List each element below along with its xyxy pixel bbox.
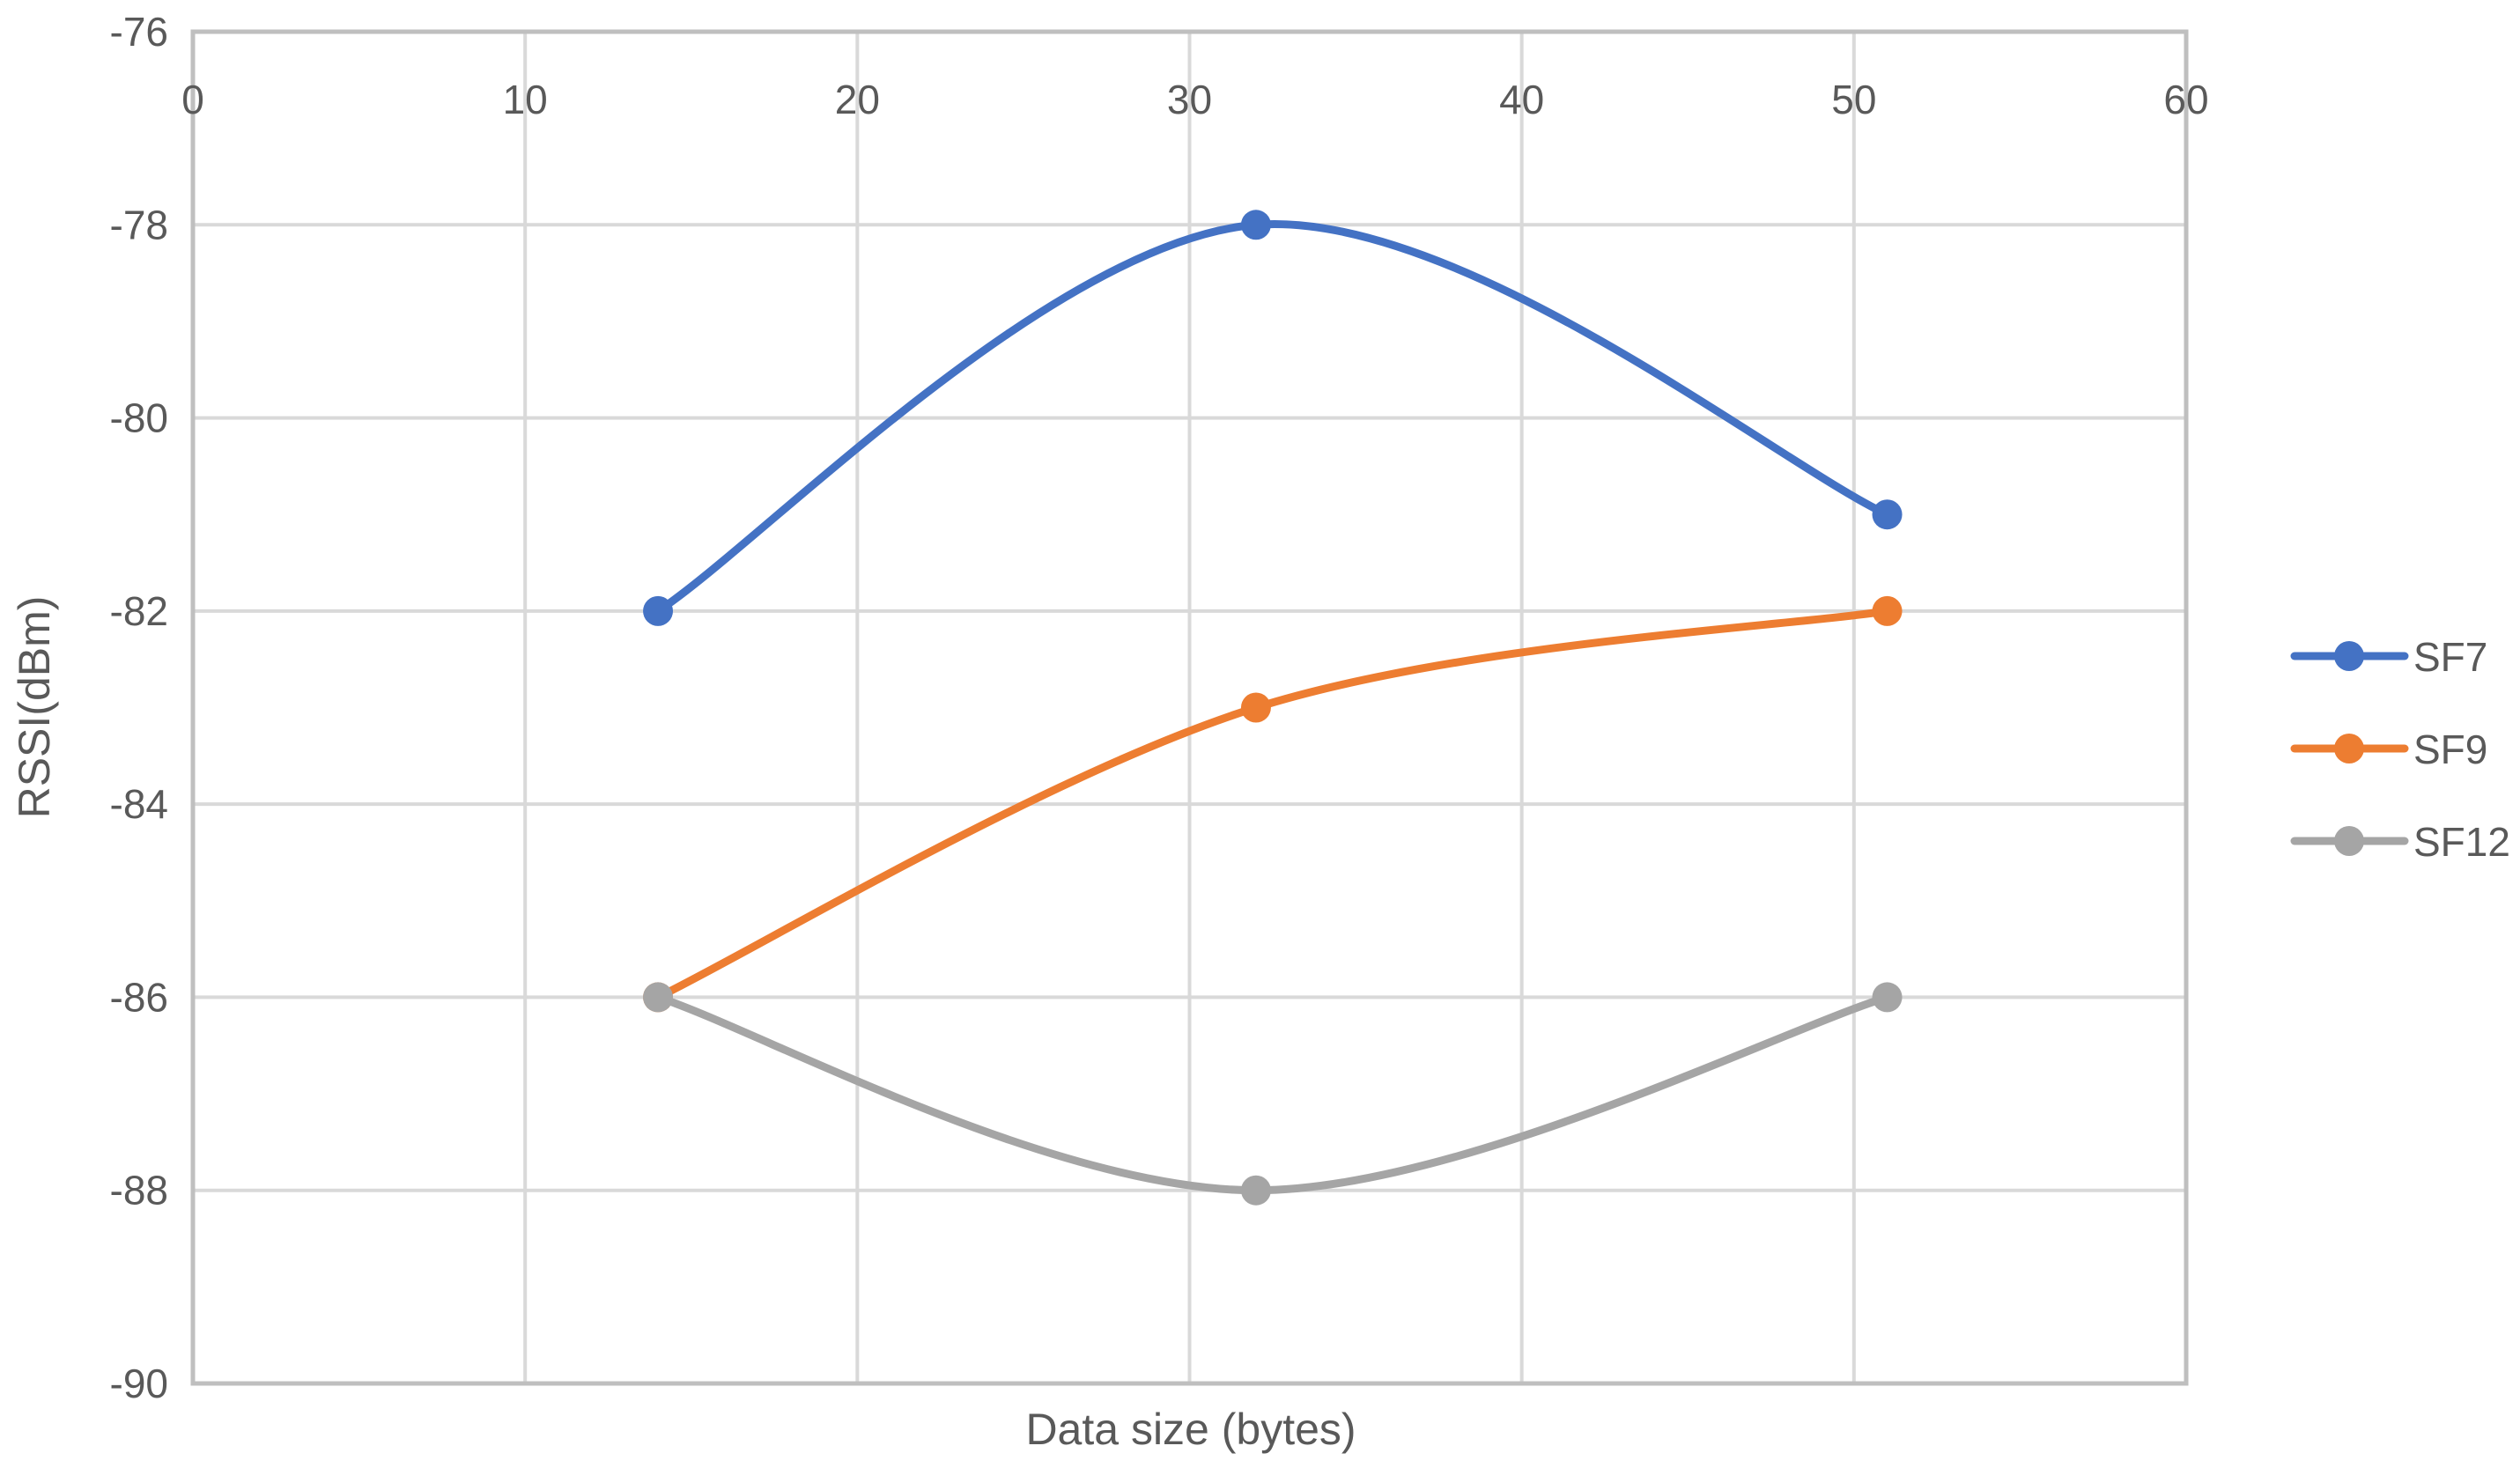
gridlines <box>193 32 2186 1383</box>
x-tick-label: 60 <box>2163 77 2208 122</box>
y-axis-ticks: -76 -78 -80 -82 -84 -86 -88 -90 <box>110 9 168 1406</box>
legend-item-sf12[interactable]: SF12 <box>2290 819 2510 865</box>
y-tick-label: -76 <box>110 9 168 55</box>
data-point-marker[interactable] <box>1872 499 1903 530</box>
x-axis-ticks: 0 10 20 30 40 50 60 <box>181 77 2208 122</box>
x-axis-title: Data size (bytes) <box>1025 1405 1356 1454</box>
x-tick-label: 30 <box>1167 77 1212 122</box>
y-tick-label: -82 <box>110 588 168 634</box>
data-point-marker[interactable] <box>643 982 674 1013</box>
x-tick-label: 0 <box>181 77 204 122</box>
legend-label-sf12: SF12 <box>2413 819 2510 865</box>
legend-swatch-sf7-marker <box>2334 641 2364 671</box>
y-tick-label: -80 <box>110 395 168 441</box>
legend-item-sf7[interactable]: SF7 <box>2290 634 2487 680</box>
x-tick-label: 10 <box>503 77 548 122</box>
legend-swatch-sf9-marker <box>2334 734 2364 764</box>
data-point-marker[interactable] <box>1240 210 1271 240</box>
x-tick-label: 40 <box>1499 77 1544 122</box>
series-sf7 <box>643 210 1903 626</box>
series-line-sf12 <box>654 992 1892 1195</box>
y-tick-label: -90 <box>110 1361 168 1406</box>
data-point-marker[interactable] <box>1240 1175 1271 1206</box>
x-tick-label: 20 <box>835 77 880 122</box>
legend-item-sf9[interactable]: SF9 <box>2290 727 2487 772</box>
y-axis-title: RSSI(dBm) <box>10 596 59 819</box>
data-point-marker[interactable] <box>1872 595 1903 626</box>
y-tick-label: -84 <box>110 781 168 827</box>
legend-label-sf7: SF7 <box>2413 634 2487 680</box>
series-sf12 <box>643 982 1903 1206</box>
series-lines <box>643 210 1903 1206</box>
y-tick-label: -78 <box>110 202 168 247</box>
x-tick-label: 50 <box>1831 77 1876 122</box>
legend: SF7 SF9 SF12 <box>2290 634 2510 865</box>
legend-label-sf9: SF9 <box>2413 727 2487 772</box>
data-point-marker[interactable] <box>1872 982 1903 1013</box>
data-point-marker[interactable] <box>643 595 674 626</box>
plot-area-border <box>190 29 2189 1386</box>
y-tick-label: -88 <box>110 1168 168 1213</box>
y-tick-label: -86 <box>110 974 168 1020</box>
data-point-marker[interactable] <box>1240 692 1271 723</box>
plot-frame <box>190 29 2189 1386</box>
legend-swatch-sf12-marker <box>2334 826 2364 856</box>
